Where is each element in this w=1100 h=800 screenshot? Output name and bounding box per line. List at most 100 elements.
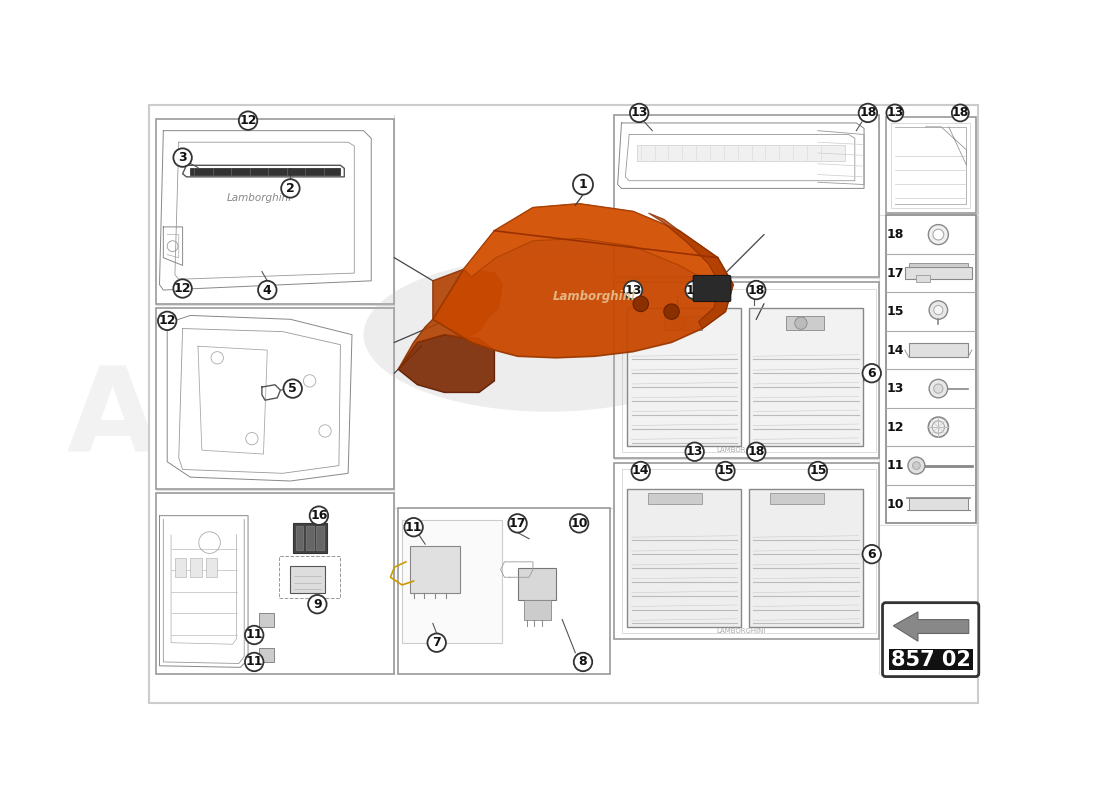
Circle shape <box>664 304 680 319</box>
Bar <box>524 600 551 619</box>
Text: 11: 11 <box>245 655 263 669</box>
Circle shape <box>308 595 327 614</box>
Text: 16: 16 <box>310 509 328 522</box>
Text: 10: 10 <box>887 498 904 510</box>
Circle shape <box>245 653 264 671</box>
Circle shape <box>405 518 422 537</box>
Circle shape <box>685 442 704 461</box>
Polygon shape <box>893 612 969 641</box>
Circle shape <box>284 379 301 398</box>
Bar <box>909 263 968 267</box>
Bar <box>258 614 274 627</box>
Text: LAMBORGHINI: LAMBORGHINI <box>716 628 766 634</box>
Polygon shape <box>398 334 495 393</box>
FancyBboxPatch shape <box>693 275 730 302</box>
Bar <box>206 558 218 578</box>
Bar <box>156 119 395 304</box>
Circle shape <box>908 457 925 474</box>
Circle shape <box>952 105 969 122</box>
Ellipse shape <box>363 258 734 412</box>
Text: 11: 11 <box>405 521 422 534</box>
Bar <box>627 308 741 446</box>
Bar <box>916 274 931 282</box>
Bar <box>279 556 341 598</box>
Bar <box>649 494 703 504</box>
Text: 17: 17 <box>887 266 904 280</box>
Circle shape <box>630 104 649 122</box>
Text: 11: 11 <box>887 459 904 472</box>
Polygon shape <box>649 213 733 329</box>
Text: 15: 15 <box>810 465 826 478</box>
Text: 13: 13 <box>686 446 703 458</box>
Text: Lamborghini: Lamborghini <box>553 290 636 302</box>
Circle shape <box>933 230 944 240</box>
Circle shape <box>928 225 948 245</box>
Text: 10: 10 <box>571 517 587 530</box>
Circle shape <box>808 462 827 480</box>
Text: a passion for parts: a passion for parts <box>264 447 756 499</box>
Bar <box>156 308 395 489</box>
Circle shape <box>174 148 191 167</box>
Bar <box>614 115 880 277</box>
Text: 13: 13 <box>686 283 703 297</box>
Bar <box>627 308 741 446</box>
Circle shape <box>859 104 877 122</box>
Text: 2: 2 <box>286 182 295 195</box>
Text: 1: 1 <box>579 178 587 191</box>
Circle shape <box>574 653 592 671</box>
Bar <box>409 546 460 593</box>
Text: 857 02: 857 02 <box>891 650 970 670</box>
Bar <box>749 308 862 446</box>
Text: 13: 13 <box>625 283 641 297</box>
Circle shape <box>258 281 276 299</box>
Circle shape <box>747 281 766 299</box>
Polygon shape <box>464 204 726 282</box>
Text: Lamborghini: Lamborghini <box>227 193 293 202</box>
Text: 17: 17 <box>509 517 526 530</box>
Circle shape <box>573 174 593 194</box>
Bar <box>316 526 323 550</box>
Bar <box>886 215 976 523</box>
Circle shape <box>685 281 704 299</box>
Circle shape <box>158 311 176 330</box>
Text: LAMBORGHINI: LAMBORGHINI <box>716 447 766 453</box>
Bar <box>293 523 328 553</box>
FancyBboxPatch shape <box>882 602 979 677</box>
Text: 12: 12 <box>240 114 256 127</box>
Circle shape <box>310 506 328 525</box>
Bar <box>398 508 609 674</box>
Circle shape <box>716 462 735 480</box>
Text: 18: 18 <box>748 283 764 297</box>
Text: 8: 8 <box>579 655 587 669</box>
Circle shape <box>508 514 527 533</box>
Text: 4: 4 <box>263 283 272 297</box>
Bar <box>785 316 824 330</box>
Text: 14: 14 <box>632 465 649 478</box>
Circle shape <box>282 179 299 198</box>
Circle shape <box>570 514 589 533</box>
Circle shape <box>631 462 650 480</box>
Circle shape <box>174 279 191 298</box>
Bar <box>627 489 741 627</box>
Text: 18: 18 <box>748 446 764 458</box>
Text: AUTOSPORTS: AUTOSPORTS <box>66 362 954 477</box>
Bar <box>909 498 968 510</box>
Circle shape <box>928 417 948 437</box>
Bar <box>296 526 304 550</box>
Bar <box>190 168 341 175</box>
Bar <box>156 493 395 674</box>
Bar <box>905 267 972 279</box>
Bar <box>517 568 556 600</box>
Bar <box>403 519 502 642</box>
Bar <box>770 494 824 504</box>
Bar <box>637 145 845 162</box>
Bar <box>258 648 274 662</box>
Text: 13: 13 <box>630 106 648 119</box>
Bar <box>306 526 313 550</box>
Text: 5: 5 <box>288 382 297 395</box>
Text: 13: 13 <box>887 382 904 395</box>
Circle shape <box>634 296 649 311</box>
Circle shape <box>239 111 257 130</box>
Text: 14: 14 <box>887 344 904 357</box>
Bar <box>627 489 741 627</box>
